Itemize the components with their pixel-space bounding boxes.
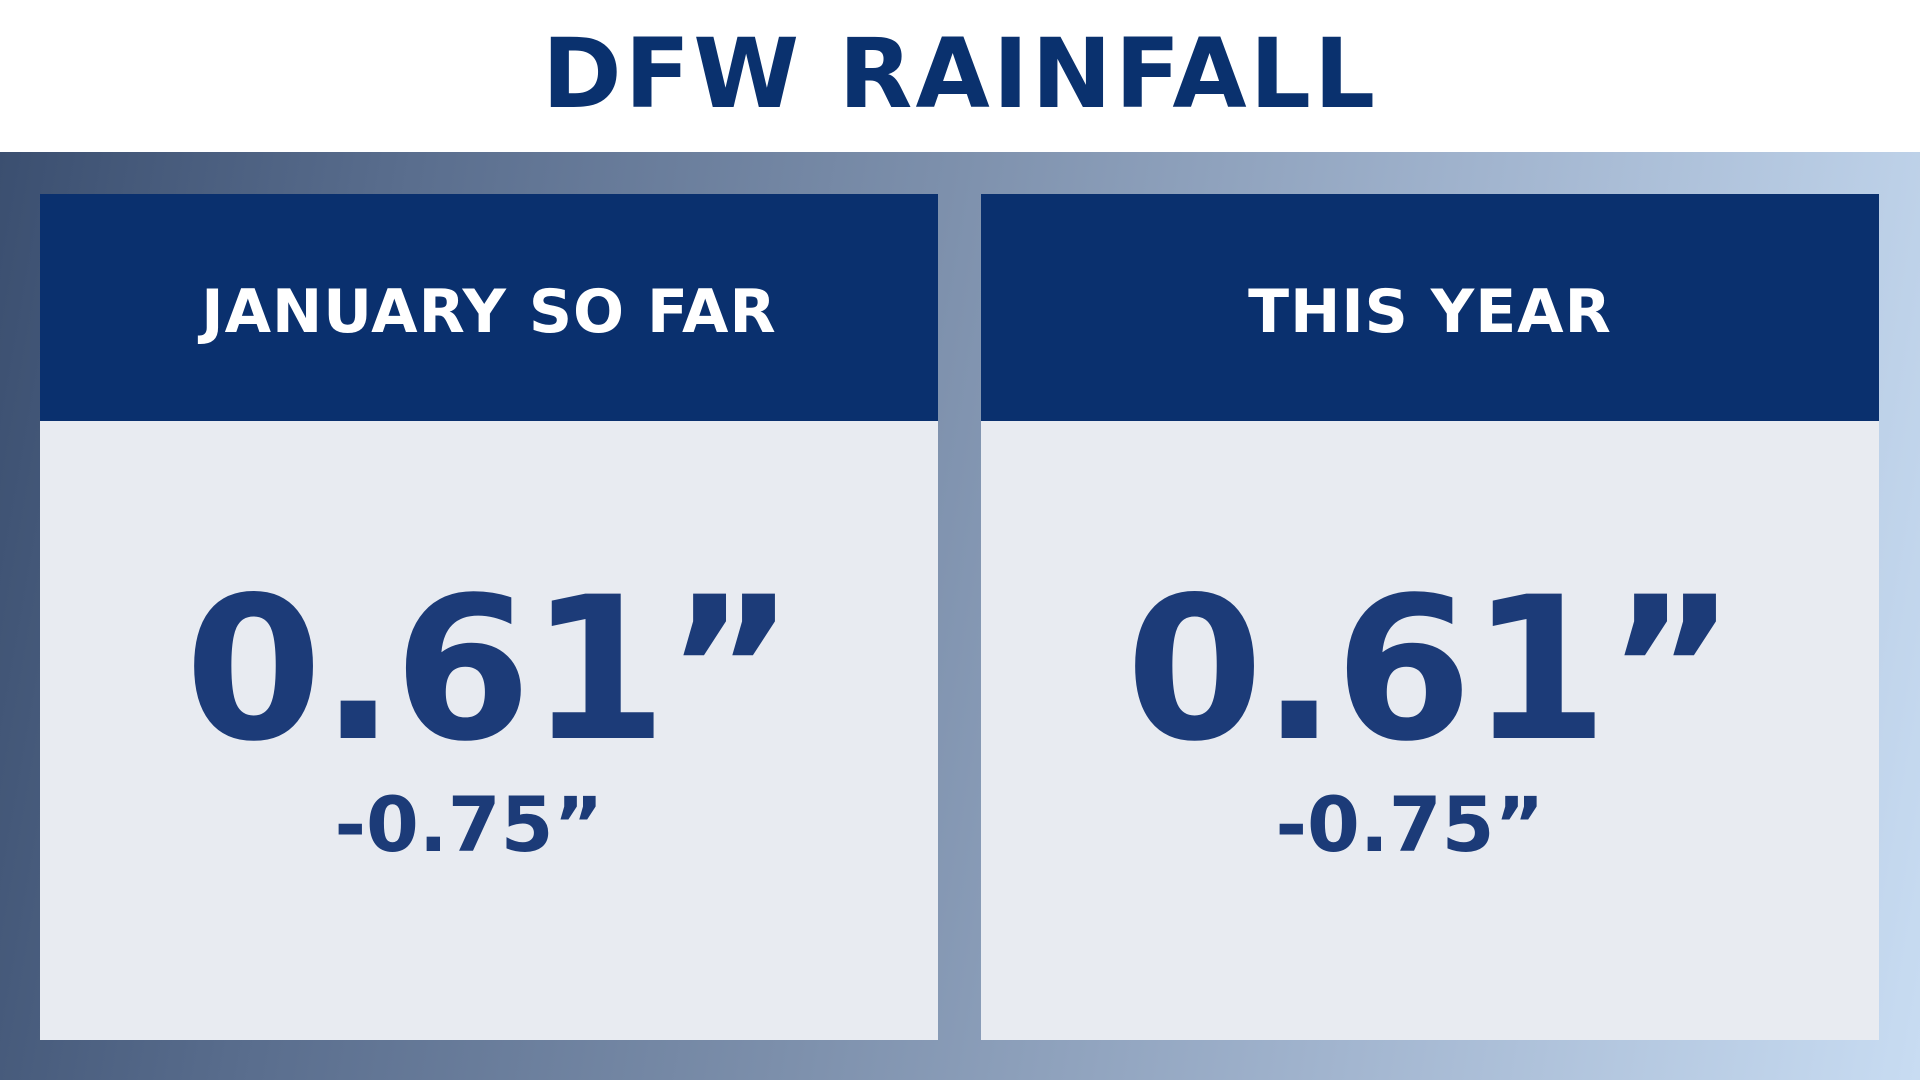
rainfall-departure-value: -0.75” — [334, 780, 604, 869]
panel-area: JANUARY SO FAR 0.61” -0.75” THIS YEAR 0.… — [0, 152, 1920, 1080]
panel-body: 0.61” -0.75” — [40, 421, 938, 1040]
panel-body: 0.61” -0.75” — [981, 421, 1879, 1040]
rainfall-departure-value: -0.75” — [1275, 780, 1545, 869]
panel-header-label: JANUARY SO FAR — [201, 276, 777, 347]
panel-header-label: THIS YEAR — [1248, 276, 1612, 347]
rainfall-total-value: 0.61” — [1125, 554, 1737, 785]
page-title: DFW RAINFALL — [541, 18, 1379, 130]
panel-header: JANUARY SO FAR — [40, 194, 938, 421]
panel-this-year: THIS YEAR 0.61” -0.75” — [981, 194, 1879, 1040]
rainfall-total-value: 0.61” — [184, 554, 796, 785]
panel-january-so-far: JANUARY SO FAR 0.61” -0.75” — [40, 194, 938, 1040]
panel-header: THIS YEAR — [981, 194, 1879, 421]
title-bar: DFW RAINFALL — [0, 0, 1920, 152]
